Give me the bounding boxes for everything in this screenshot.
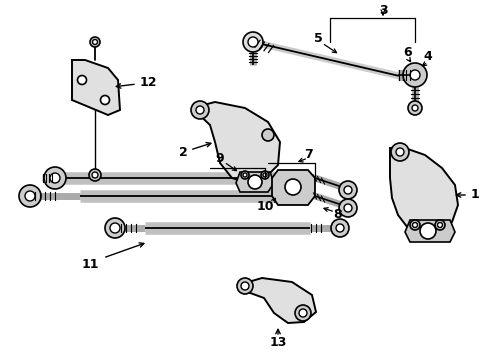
Circle shape [412, 105, 418, 111]
Circle shape [241, 282, 249, 290]
Polygon shape [238, 278, 316, 323]
Circle shape [435, 220, 445, 230]
Circle shape [92, 172, 98, 178]
Text: 9: 9 [216, 152, 224, 165]
Circle shape [344, 204, 352, 212]
Circle shape [196, 106, 204, 114]
Circle shape [237, 278, 253, 294]
Polygon shape [405, 220, 455, 242]
Text: 2: 2 [179, 147, 187, 159]
Circle shape [248, 37, 258, 47]
Text: 11: 11 [81, 258, 99, 271]
Circle shape [241, 171, 249, 179]
Circle shape [25, 191, 35, 201]
Circle shape [438, 222, 442, 228]
Circle shape [248, 175, 262, 189]
Text: 5: 5 [314, 31, 322, 45]
Circle shape [77, 76, 87, 85]
Circle shape [105, 218, 125, 238]
Circle shape [420, 223, 436, 239]
Circle shape [331, 219, 349, 237]
Circle shape [403, 63, 427, 87]
Text: 7: 7 [304, 148, 313, 162]
Circle shape [93, 40, 98, 45]
Text: 12: 12 [139, 76, 157, 89]
Circle shape [408, 101, 422, 115]
Circle shape [344, 186, 352, 194]
Text: 8: 8 [334, 208, 343, 221]
Circle shape [410, 70, 420, 80]
Polygon shape [192, 102, 280, 183]
Polygon shape [236, 172, 274, 192]
Polygon shape [390, 148, 458, 235]
Circle shape [191, 101, 209, 119]
Circle shape [263, 173, 267, 177]
Circle shape [413, 222, 417, 228]
Circle shape [243, 32, 263, 52]
Text: 6: 6 [404, 45, 412, 58]
Text: 10: 10 [256, 201, 274, 213]
Circle shape [90, 37, 100, 47]
Circle shape [336, 224, 344, 232]
Circle shape [262, 129, 274, 141]
Circle shape [110, 223, 120, 233]
Circle shape [391, 143, 409, 161]
Circle shape [339, 181, 357, 199]
Circle shape [295, 305, 311, 321]
Circle shape [19, 185, 41, 207]
Circle shape [261, 171, 269, 179]
Polygon shape [272, 170, 315, 205]
Circle shape [50, 173, 60, 183]
Circle shape [89, 169, 101, 181]
Circle shape [285, 179, 301, 195]
Circle shape [299, 309, 307, 317]
Text: 1: 1 [470, 189, 479, 202]
Text: 3: 3 [379, 4, 387, 17]
Circle shape [339, 199, 357, 217]
Circle shape [44, 167, 66, 189]
Text: 13: 13 [270, 336, 287, 348]
Text: 4: 4 [424, 50, 432, 63]
Circle shape [410, 220, 420, 230]
Circle shape [100, 95, 109, 104]
Circle shape [396, 148, 404, 156]
Circle shape [243, 173, 247, 177]
Polygon shape [72, 60, 120, 115]
